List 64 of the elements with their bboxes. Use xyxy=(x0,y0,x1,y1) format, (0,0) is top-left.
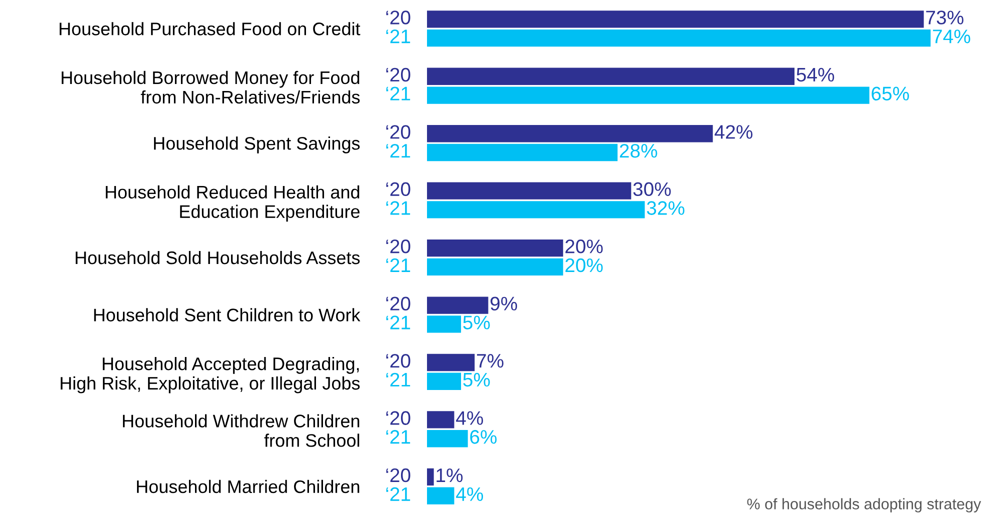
bar xyxy=(427,68,794,85)
text: ‘21 xyxy=(386,86,410,100)
bar xyxy=(427,201,645,218)
data-label: 7% xyxy=(477,354,504,368)
data-label: 73% xyxy=(926,10,964,24)
data-label: 20% xyxy=(565,240,603,254)
y-tick-label: Household Sold Households Assets xyxy=(76,250,360,264)
data-label: 65% xyxy=(872,86,909,100)
data-label: 54% xyxy=(796,68,834,82)
text: ‘21 xyxy=(386,316,410,330)
y-tick-label: Household Accepted Degrading, High Risk, Exploitative, or Illegal Jobs xyxy=(60,356,360,394)
y-tick-label: Household Withdrew Children from School xyxy=(122,414,360,447)
bar xyxy=(427,144,618,162)
data-label: 5% xyxy=(463,372,490,387)
series-label: ‘21 xyxy=(386,30,410,44)
bar xyxy=(427,354,475,372)
text: ‘20 xyxy=(386,125,410,139)
data-label: 32% xyxy=(646,201,684,215)
text: ‘21 xyxy=(386,258,410,272)
data-label: 9% xyxy=(490,296,518,310)
bar xyxy=(427,372,462,390)
data-label: 30% xyxy=(633,182,671,196)
text: ‘20 xyxy=(386,68,410,82)
bar xyxy=(427,430,468,448)
text: ‘20 xyxy=(386,296,410,310)
data-label: 4% xyxy=(456,487,484,501)
bar xyxy=(427,29,931,47)
text: ‘21 xyxy=(386,487,410,501)
data-label: 4% xyxy=(456,411,484,425)
y-tick-label: Household Borrowed Money for Food from Non-Relatives/Friends xyxy=(62,70,360,104)
bar xyxy=(427,182,632,200)
y-tick-label: Household Sent Children to Work xyxy=(94,308,360,322)
text: ‘21 xyxy=(386,144,410,158)
bar xyxy=(427,316,462,333)
annotation: % of households adopting strategy xyxy=(747,498,982,512)
data-label: 74% xyxy=(932,30,970,44)
y-tick-label: Household Purchased Food on Credit xyxy=(60,22,360,36)
y-tick-label: Household Reduced Health and Education Expenditure xyxy=(106,185,360,222)
data-label: 20% xyxy=(565,258,603,272)
bar xyxy=(427,296,488,314)
text: ‘20 xyxy=(386,240,410,254)
text: ‘21 xyxy=(386,430,410,444)
text: ‘20 xyxy=(386,411,410,425)
bar xyxy=(427,411,454,428)
text: ‘21 xyxy=(386,201,410,215)
bar xyxy=(427,468,434,486)
data-label: 6% xyxy=(470,430,497,444)
text: ‘20 xyxy=(386,354,410,368)
text: ‘20 xyxy=(386,468,410,482)
bar xyxy=(427,487,454,504)
y-tick-label: Household Spent Savings xyxy=(154,136,360,154)
text: ‘21 xyxy=(386,372,410,386)
text: ‘20 xyxy=(386,182,410,196)
bar xyxy=(427,239,564,257)
series-label: ‘20 xyxy=(386,10,410,24)
bar xyxy=(427,258,564,276)
data-label: 28% xyxy=(620,144,658,158)
data-label: 1% xyxy=(436,468,463,482)
bar xyxy=(427,10,924,28)
data-label: 5% xyxy=(463,316,490,330)
bar xyxy=(427,86,870,104)
bar xyxy=(427,125,713,142)
data-label: 42% xyxy=(714,125,752,139)
y-tick-label: Household Married Children xyxy=(137,480,360,494)
